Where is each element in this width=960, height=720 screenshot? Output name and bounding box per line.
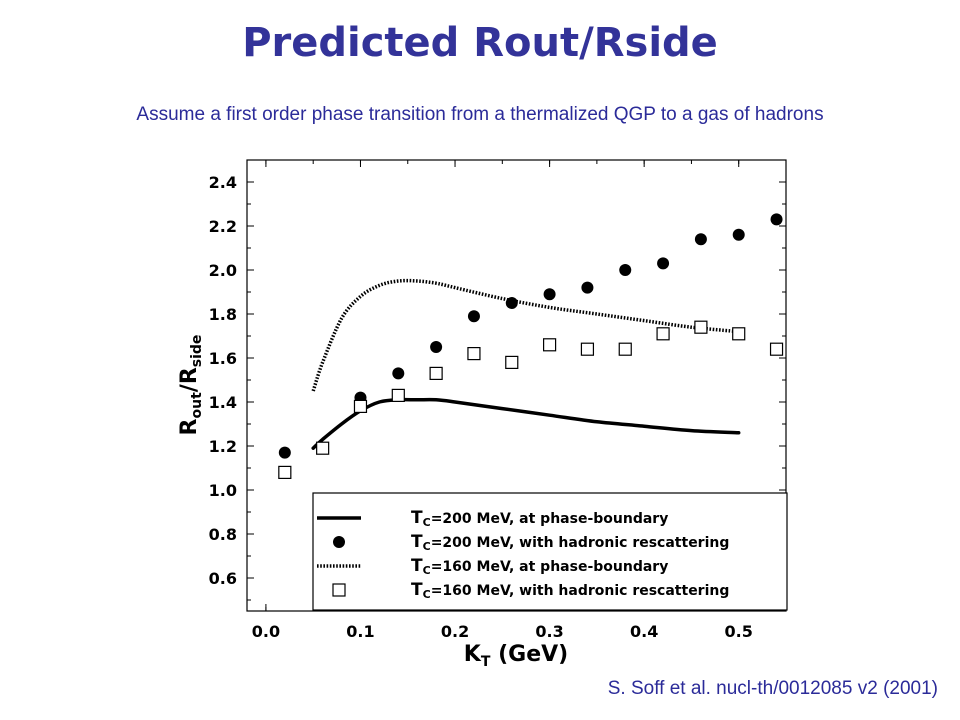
- data-point-tc200-rescattering: [732, 228, 745, 241]
- data-point-tc160-rescattering: [769, 342, 784, 356]
- series-tc200-phase-boundary-line: [311, 397, 741, 450]
- data-point-tc160-rescattering: [429, 366, 443, 380]
- data-point-tc160-rescattering: [694, 320, 708, 334]
- plot-frame: [246, 159, 787, 612]
- x-axis-label: KT (GeV): [464, 642, 568, 670]
- data-point-tc160-rescattering: [316, 441, 330, 455]
- y-tick-label: 2.4: [209, 173, 237, 192]
- data-point-tc160-rescattering: [542, 338, 557, 352]
- x-tick-label: 0.0: [252, 622, 280, 641]
- data-point-tc160-rescattering: [580, 342, 595, 356]
- legend-box: [312, 492, 788, 611]
- data-point-tc160-rescattering: [505, 355, 519, 369]
- data-point-tc160-rescattering: [467, 347, 481, 361]
- y-tick-label: 2.0: [209, 261, 237, 280]
- x-tick-label: 0.3: [535, 622, 563, 641]
- y-tick-label: 0.6: [209, 569, 237, 588]
- x-tick-label: 0.2: [441, 622, 469, 641]
- data-point-tc200-rescattering: [392, 367, 405, 380]
- legend-marker-filled-circle: [333, 536, 345, 548]
- data-point-tc160-rescattering: [732, 327, 746, 341]
- data-point-tc160-rescattering: [618, 342, 632, 356]
- y-axis-label: Rout/Rside: [177, 335, 205, 436]
- data-point-tc200-rescattering: [467, 310, 480, 323]
- slide-subtitle: Assume a first order phase transition fr…: [136, 104, 824, 125]
- data-point-tc200-rescattering: [657, 257, 670, 270]
- data-point-tc200-rescattering: [770, 213, 783, 226]
- data-point-tc200-rescattering: [619, 264, 632, 276]
- slide-title: Predicted Rout/Rside: [242, 20, 718, 66]
- series-tc160-phase-boundary-line: [311, 278, 739, 392]
- data-point-tc200-rescattering: [430, 341, 443, 353]
- citation: S. Soff et al. nucl-th/0012085 v2 (2001): [607, 678, 938, 699]
- legend-label: TC=200 MeV, with hadronic rescattering: [411, 532, 729, 553]
- x-tick-label: 0.4: [630, 622, 658, 641]
- y-tick-label: 1.8: [209, 305, 237, 324]
- data-point-tc160-rescattering: [391, 388, 405, 402]
- y-tick-label: 0.8: [209, 525, 237, 544]
- data-point-tc160-rescattering: [278, 465, 292, 479]
- y-tick-label: 1.6: [209, 349, 237, 368]
- data-point-tc200-rescattering: [581, 281, 594, 294]
- x-tick-label: 0.5: [725, 622, 753, 641]
- y-tick-label: 1.2: [209, 437, 237, 456]
- y-tick-label: 2.2: [209, 217, 237, 236]
- data-point-tc200-rescattering: [543, 288, 556, 301]
- data-point-tc160-rescattering: [353, 399, 368, 413]
- legend-label: TC=160 MeV, with hadronic rescattering: [411, 580, 729, 601]
- data-point-tc200-rescattering: [694, 233, 707, 246]
- x-tick-label: 0.1: [346, 622, 374, 641]
- legend-label: TC=200 MeV, at phase-boundary: [411, 508, 668, 529]
- data-point-tc200-rescattering: [278, 446, 291, 459]
- data-point-tc160-rescattering: [656, 327, 670, 341]
- legend-marker-open-square: [332, 583, 346, 597]
- y-tick-label: 1.4: [209, 393, 237, 412]
- y-tick-label: 1.0: [209, 481, 237, 500]
- legend-label: TC=160 MeV, at phase-boundary: [411, 556, 668, 577]
